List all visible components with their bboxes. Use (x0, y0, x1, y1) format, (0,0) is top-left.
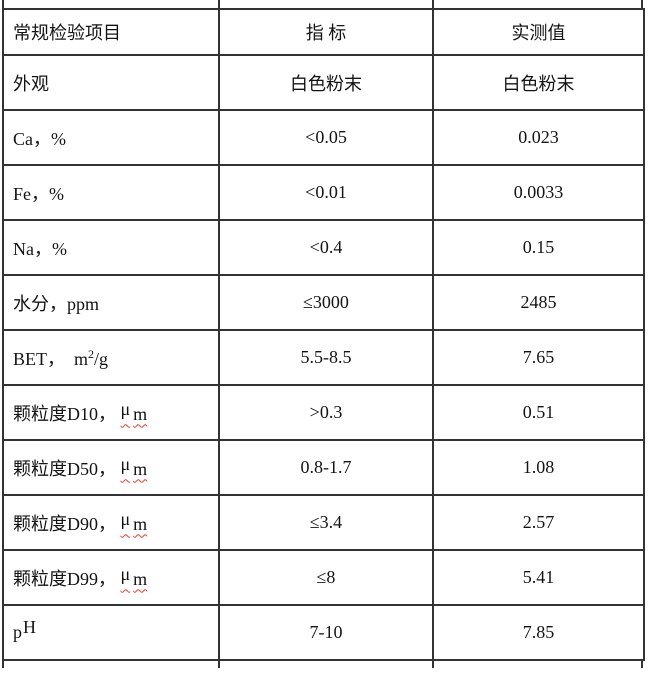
value-cell: 0.023 (432, 109, 645, 166)
value-cell: 5.41 (432, 549, 645, 606)
item-cell: Na，% (2, 219, 220, 276)
item-cell: 外观 (2, 54, 220, 111)
item-cell: Fe，% (2, 164, 220, 221)
value-cell: 7.85 (432, 604, 645, 661)
partial-row-top (2, 0, 643, 8)
spec-cell: 5.5-8.5 (218, 329, 434, 386)
value-cell: 0.15 (432, 219, 645, 276)
partial-row-bottom (2, 661, 643, 668)
mu-symbol: μ (120, 508, 131, 529)
item-cell: 水分，ppm (2, 274, 220, 331)
partial-cell (432, 661, 643, 668)
item-label: BET， m (13, 348, 88, 369)
spec-cell: 7-10 (218, 604, 434, 661)
header-spec-column: 指 标 (218, 8, 434, 56)
unit-label: m (133, 513, 148, 534)
value-cell: 白色粉末 (432, 54, 645, 111)
table-row-na: Na，% <0.4 0.15 (2, 219, 645, 276)
header-item-column: 常规检验项目 (2, 8, 220, 56)
item-label: Ca，% (13, 128, 66, 149)
spec-cell: >0.3 (218, 384, 434, 441)
item-label: Fe，% (13, 183, 64, 204)
item-cell: BET， m2/g (2, 329, 220, 386)
partial-cell (218, 0, 432, 8)
item-label: 水分，ppm (13, 293, 100, 314)
spec-cell: <0.01 (218, 164, 434, 221)
item-label: 颗粒度D99， (13, 568, 121, 589)
unit-label: m (133, 568, 148, 589)
value-cell: 1.08 (432, 439, 645, 496)
mu-symbol: μ (120, 398, 131, 419)
table-row-moisture: 水分，ppm ≤3000 2485 (2, 274, 645, 331)
inspection-table: 常规检验项目 指 标 实测值 外观 白色粉末 白色粉末 Ca，% <0.05 0… (2, 8, 645, 661)
unit-label: m (133, 458, 148, 479)
raised-letter: H (23, 617, 36, 637)
table-row-fe: Fe，% <0.01 0.0033 (2, 164, 645, 221)
item-cell: Ca，% (2, 109, 220, 166)
item-label-suffix: /g (94, 348, 109, 369)
value-cell: 0.51 (432, 384, 645, 441)
header-value-column: 实测值 (432, 8, 645, 56)
item-label: 颗粒度D10， (13, 403, 121, 424)
item-cell: pH (2, 604, 220, 661)
mu-symbol: μ (120, 453, 131, 474)
unit-label: m (133, 403, 148, 424)
value-cell: 7.65 (432, 329, 645, 386)
item-label: Na，% (13, 238, 67, 259)
item-label: 外观 (13, 73, 49, 94)
value-cell: 2485 (432, 274, 645, 331)
table-header-row: 常规检验项目 指 标 实测值 (2, 8, 645, 56)
table-row-appearance: 外观 白色粉末 白色粉末 (2, 54, 645, 111)
value-cell: 2.57 (432, 494, 645, 551)
table-row-ph: pH 7-10 7.85 (2, 604, 645, 661)
spec-cell: 白色粉末 (218, 54, 434, 111)
spec-cell: <0.05 (218, 109, 434, 166)
mu-symbol: μ (120, 563, 131, 584)
spec-cell: ≤3.4 (218, 494, 434, 551)
partial-cell (2, 0, 218, 8)
spec-cell: ≤8 (218, 549, 434, 606)
superscript: 2 (88, 346, 94, 361)
partial-cell (218, 661, 432, 668)
item-label: p (13, 622, 22, 642)
item-label: 颗粒度D50， (13, 458, 121, 479)
spec-cell: <0.4 (218, 219, 434, 276)
partial-cell (432, 0, 643, 8)
item-label: 颗粒度D90， (13, 513, 121, 534)
value-cell: 0.0033 (432, 164, 645, 221)
spec-cell: 0.8-1.7 (218, 439, 434, 496)
table-row-bet: BET， m2/g 5.5-8.5 7.65 (2, 329, 645, 386)
partial-cell (2, 661, 218, 668)
table-row-ca: Ca，% <0.05 0.023 (2, 109, 645, 166)
spec-cell: ≤3000 (218, 274, 434, 331)
